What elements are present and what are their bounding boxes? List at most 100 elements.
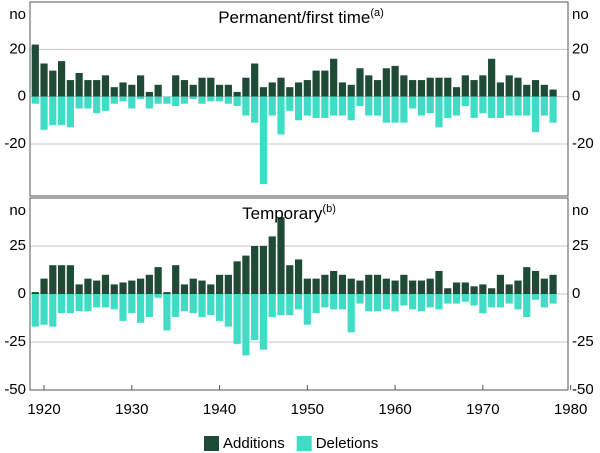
bar: [409, 294, 417, 310]
bar: [286, 294, 294, 316]
bar: [400, 75, 408, 97]
bar: [330, 96, 338, 116]
bar: [409, 80, 417, 97]
bar: [242, 96, 250, 116]
bar: [321, 294, 329, 308]
bar: [321, 274, 329, 294]
bar: [84, 80, 92, 97]
bar: [31, 96, 39, 104]
bar: [549, 96, 557, 123]
x-tick-label: 1970: [466, 401, 499, 418]
bar: [294, 82, 303, 97]
x-tick-label: 1940: [203, 401, 236, 418]
bar: [93, 280, 101, 294]
y-axis-label-right: no: [572, 6, 589, 23]
bar: [330, 270, 338, 294]
bar: [435, 96, 443, 128]
bar: [75, 294, 83, 312]
bar: [382, 68, 390, 97]
legend-label: Deletions: [316, 435, 379, 452]
bar: [198, 280, 206, 294]
bar: [277, 217, 285, 294]
bar: [461, 75, 469, 97]
bar: [75, 284, 83, 294]
bar: [180, 294, 189, 312]
bar: [382, 294, 390, 310]
panel-frame: [29, 197, 569, 391]
bar: [224, 294, 232, 327]
bar: [224, 96, 232, 104]
bar: [180, 284, 189, 294]
bar: [338, 294, 347, 310]
bar: [242, 294, 250, 356]
bar: [101, 274, 110, 294]
bar: [417, 294, 426, 312]
bar: [40, 294, 48, 325]
bar: [31, 292, 39, 294]
x-tick-label: 1960: [378, 401, 411, 418]
bar: [531, 80, 540, 97]
bar: [119, 82, 127, 97]
bar: [215, 294, 224, 321]
bar: [496, 82, 505, 97]
bar: [452, 282, 461, 294]
bar: [286, 96, 294, 111]
y-tick-label: 0: [18, 88, 26, 105]
bar: [233, 96, 241, 107]
bar: [49, 70, 57, 97]
panel-title: Permanent/first time(a): [218, 7, 384, 28]
bar: [40, 278, 48, 294]
bar: [488, 58, 496, 97]
bar: [321, 96, 329, 118]
bar: [540, 278, 548, 294]
bar: [136, 96, 145, 99]
bar: [251, 63, 259, 97]
bar: [93, 96, 101, 114]
bar: [110, 294, 118, 310]
bar: [215, 274, 224, 294]
bar: [330, 294, 338, 310]
bar: [66, 265, 74, 294]
bar: [128, 96, 136, 109]
bar: [49, 96, 57, 126]
bar: [259, 294, 268, 350]
y-tick-label-right: -25: [572, 333, 594, 350]
bar: [540, 84, 548, 97]
bar: [145, 91, 153, 97]
bar: [426, 294, 434, 308]
bar: [488, 96, 496, 118]
bar: [303, 294, 311, 325]
bar: [400, 96, 408, 123]
bar: [391, 280, 399, 294]
bar: [40, 96, 48, 130]
bar: [470, 96, 478, 118]
bar: [172, 294, 180, 318]
bar: [347, 96, 355, 121]
bar: [409, 96, 417, 109]
bar: [224, 274, 232, 294]
bar: [523, 294, 531, 318]
x-tick-label: 1930: [115, 401, 148, 418]
panel-title-text: Temporary: [242, 204, 323, 223]
bar: [145, 294, 153, 318]
bar: [356, 280, 364, 294]
bar: [136, 278, 145, 294]
legend-swatch: [204, 436, 219, 451]
bar: [145, 274, 153, 294]
bar: [242, 77, 250, 97]
bar: [101, 294, 110, 308]
bar: [452, 96, 461, 116]
bar: [531, 96, 540, 133]
bar: [505, 96, 513, 116]
bar: [496, 96, 505, 118]
x-tick-label: 1920: [27, 401, 60, 418]
bar: [163, 292, 171, 294]
bar: [207, 77, 215, 97]
panel-frame: [29, 1, 569, 197]
bar: [549, 274, 557, 294]
panel-title: Temporary(b): [242, 203, 336, 224]
bar: [330, 58, 338, 97]
bar: [189, 278, 197, 294]
bar: [523, 96, 531, 116]
